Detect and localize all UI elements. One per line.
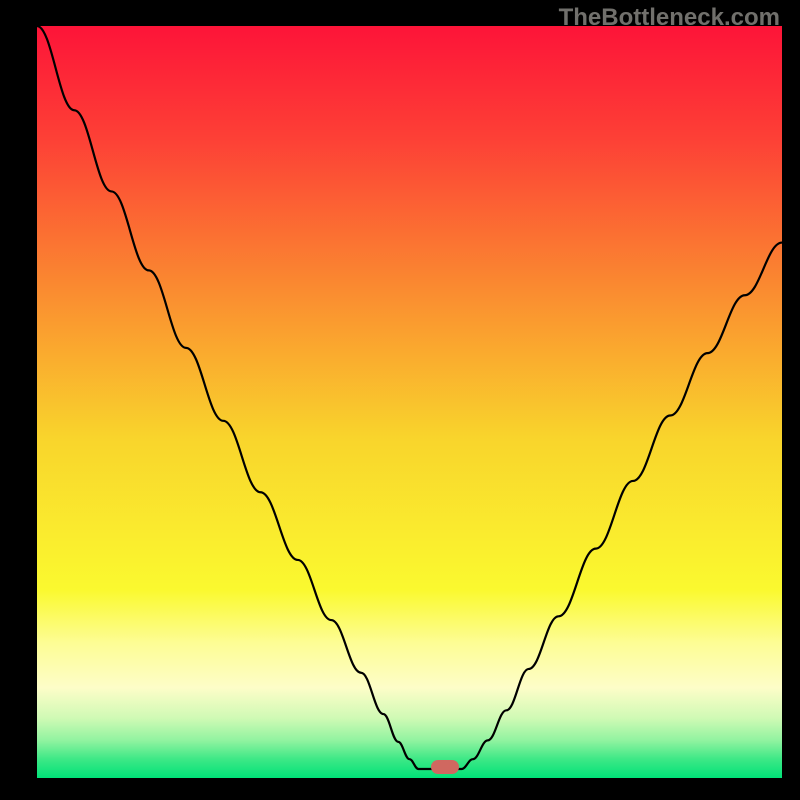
chart-container: TheBottleneck.com [0,0,800,800]
optimal-marker [431,760,459,774]
plot-area [37,26,782,778]
watermark-text: TheBottleneck.com [559,4,780,32]
bottleneck-curve [37,26,782,778]
